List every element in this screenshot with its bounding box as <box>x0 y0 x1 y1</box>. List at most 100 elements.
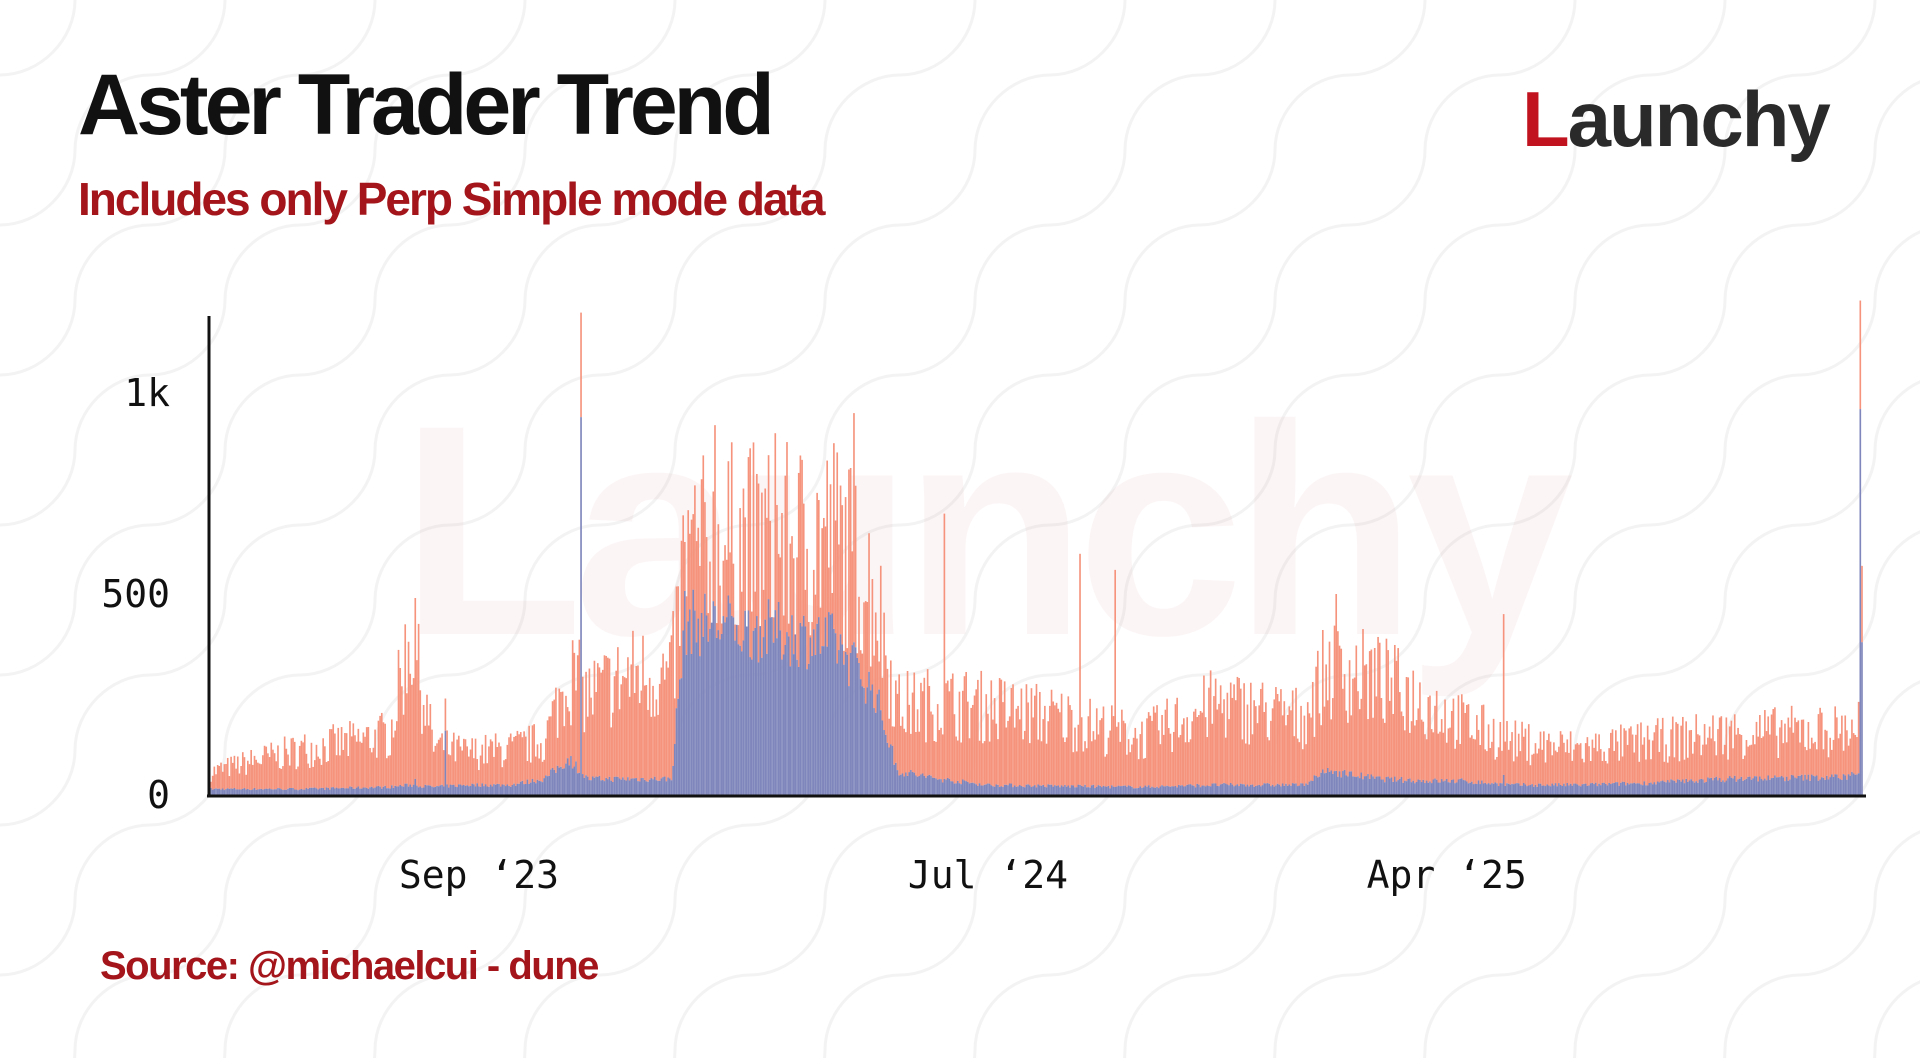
bar-lower-segment <box>350 786 353 795</box>
bar-lower-segment <box>1044 786 1046 795</box>
bar-lower-segment <box>1661 780 1664 795</box>
bar-lower-segment <box>911 772 914 795</box>
bar-lower-segment <box>918 775 921 795</box>
bar-lower-segment <box>1162 786 1165 795</box>
bar-lower-segment <box>1278 784 1281 795</box>
bar-upper-segment <box>1827 757 1830 780</box>
bar-upper-segment <box>357 728 360 787</box>
bar-upper-segment <box>1345 710 1348 776</box>
bar-upper-segment <box>332 724 335 788</box>
bar-lower-segment <box>565 763 567 795</box>
bar-lower-segment <box>367 788 370 795</box>
bar-lower-segment <box>308 787 311 795</box>
bar-upper-segment <box>724 545 726 623</box>
bar-upper-segment <box>888 718 890 748</box>
bar-upper-segment <box>238 773 241 790</box>
bar-upper-segment <box>1663 761 1666 782</box>
bar-lower-segment <box>469 786 472 795</box>
bar-upper-segment <box>1020 688 1023 787</box>
bar-upper-segment <box>1693 741 1696 783</box>
bar-lower-segment <box>1643 781 1646 795</box>
bar-upper-segment <box>1388 700 1391 779</box>
bar-upper-segment <box>1417 708 1420 780</box>
bar-upper-segment <box>1797 720 1800 776</box>
bar-lower-segment <box>613 776 616 795</box>
bar-lower-segment <box>523 784 525 795</box>
bar-lower-segment <box>1521 785 1523 795</box>
bar-upper-segment <box>1673 757 1676 781</box>
bar-lower-segment <box>719 639 721 795</box>
bar-upper-segment <box>1747 746 1749 777</box>
bar-lower-segment <box>1417 779 1420 795</box>
bar-lower-segment <box>516 783 519 795</box>
bar-lower-segment <box>1544 786 1547 795</box>
bar-lower-segment <box>243 788 246 795</box>
bar-lower-segment <box>668 778 671 795</box>
bar-upper-segment <box>524 736 527 784</box>
bar-upper-segment <box>1082 751 1085 787</box>
bar-upper-segment <box>861 653 864 687</box>
bar-lower-segment <box>1141 787 1143 795</box>
bar-lower-segment <box>819 653 822 795</box>
bar-upper-segment <box>993 698 996 787</box>
bar-lower-segment <box>905 772 907 795</box>
bar-lower-segment <box>1616 782 1619 795</box>
bar-upper-segment <box>414 598 417 779</box>
bar-lower-segment <box>607 779 609 795</box>
bar-upper-segment <box>1467 704 1470 784</box>
bar-lower-segment <box>444 730 447 795</box>
bar-upper-segment <box>1194 708 1197 788</box>
bar-upper-segment <box>272 749 274 790</box>
bar-upper-segment <box>905 732 907 773</box>
bar-upper-segment <box>293 741 296 790</box>
bar-lower-segment <box>1467 783 1470 795</box>
bar-lower-segment <box>1780 775 1783 795</box>
bar-lower-segment <box>1815 775 1818 795</box>
bar-upper-segment <box>608 658 611 777</box>
bar-lower-segment <box>247 788 249 795</box>
bar-lower-segment <box>811 656 813 795</box>
bar-lower-segment <box>1708 778 1711 795</box>
bar-upper-segment <box>1313 736 1316 776</box>
bar-lower-segment <box>1847 774 1850 795</box>
bar-lower-segment <box>797 666 800 795</box>
bar-lower-segment <box>1233 786 1235 795</box>
bar-upper-segment <box>1521 721 1523 786</box>
bar-upper-segment <box>411 684 413 787</box>
bar-upper-segment <box>719 585 721 640</box>
bar-lower-segment <box>1538 783 1540 795</box>
bar-lower-segment <box>1626 782 1629 795</box>
bar-lower-segment <box>782 654 785 795</box>
bar-lower-segment <box>1829 777 1831 795</box>
bar-lower-segment <box>1114 786 1116 795</box>
bar-upper-segment <box>916 709 919 777</box>
bar-lower-segment <box>1144 785 1147 795</box>
bar-upper-segment <box>1340 648 1343 778</box>
bar-upper-segment <box>961 690 964 780</box>
bar-upper-segment <box>1035 683 1038 788</box>
bar-lower-segment <box>473 784 475 795</box>
bar-upper-segment <box>570 725 572 757</box>
bar-lower-segment <box>340 787 343 795</box>
bar-lower-segment <box>412 784 415 795</box>
bar-lower-segment <box>471 783 474 795</box>
bar-upper-segment <box>1725 717 1728 781</box>
bar-upper-segment <box>950 678 952 782</box>
bar-lower-segment <box>1285 783 1287 795</box>
bar-lower-segment <box>990 785 993 795</box>
bar-lower-segment <box>1193 785 1195 795</box>
bar-upper-segment <box>1213 696 1215 784</box>
bar-lower-segment <box>702 636 705 795</box>
bar-upper-segment <box>782 615 785 655</box>
bar-lower-segment <box>370 786 373 795</box>
bar-upper-segment <box>1015 708 1018 787</box>
bar-upper-segment <box>511 741 514 786</box>
bar-upper-segment <box>612 712 614 782</box>
bar-upper-segment <box>457 735 460 785</box>
bar-lower-segment <box>404 783 407 795</box>
bar-lower-segment <box>1489 784 1492 795</box>
bar-upper-segment <box>1018 719 1021 786</box>
bar-lower-segment <box>478 786 480 795</box>
bar-lower-segment <box>223 790 226 795</box>
bar-lower-segment <box>1198 784 1200 795</box>
